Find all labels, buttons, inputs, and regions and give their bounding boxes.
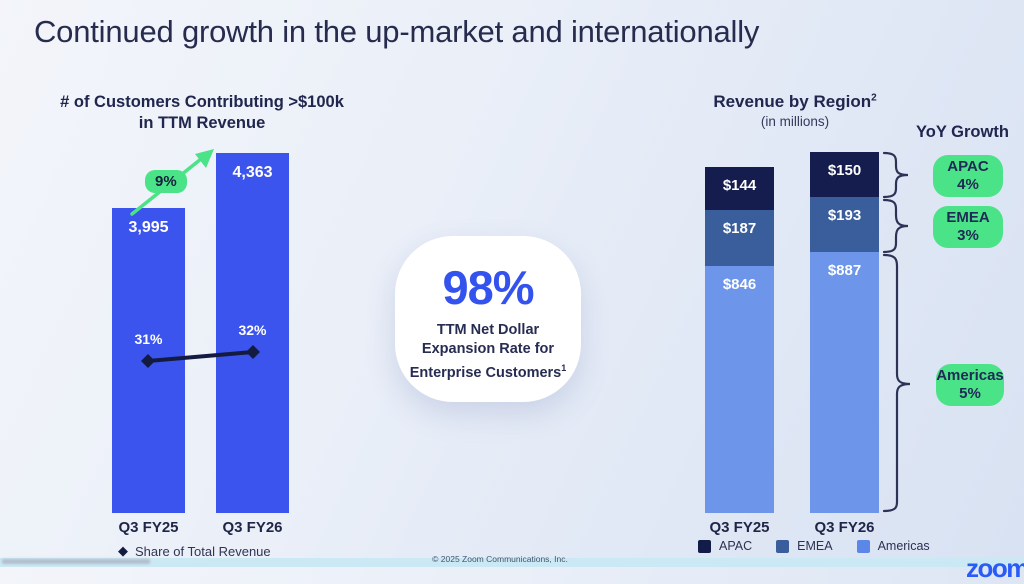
x-label-q3fy25-right: Q3 FY25 (709, 519, 770, 536)
segment-value: $193 (827, 207, 862, 224)
legend-label: APAC (719, 539, 753, 553)
right-chart-legend: APAC EMEA Americas (698, 539, 930, 553)
growth-arrow-head-icon (195, 149, 214, 168)
kpi-value: 98% (442, 261, 534, 314)
bar-value-label: 3,995 (128, 219, 169, 236)
diamond-marker-icon: ◆ (118, 543, 128, 558)
left-chart-legend: ◆ Share of Total Revenue (118, 543, 283, 559)
pill-region: APAC (947, 158, 989, 175)
left-chart-title-line1: # of Customers Contributing >$100k (60, 93, 344, 111)
segment-americas-q3fy26: $887 (810, 252, 879, 513)
left-chart-legend-label: Share of Total Revenue (135, 543, 271, 559)
kpi-line1: TTM Net Dollar (436, 322, 540, 338)
legend-label: Americas (877, 539, 930, 553)
right-chart-title-text: Revenue by Region (713, 92, 872, 111)
right-chart-subtitle: (in millions) (760, 114, 830, 129)
pill-value: 5% (959, 385, 981, 402)
copyright-text: © 2025 Zoom Communications, Inc. (432, 554, 568, 564)
kpi-footnote-sup: 1 (561, 363, 567, 373)
pill-value: 3% (957, 227, 979, 244)
kpi-card: 98% TTM Net Dollar Expansion Rate for En… (395, 236, 581, 402)
yoy-growth-title: YoY Growth (916, 123, 1009, 141)
share-label-q3fy26: 32% (238, 322, 267, 338)
bar-q3fy26-customers: 4,363 (216, 153, 289, 513)
segment-value: $846 (722, 276, 757, 293)
legend-label: EMEA (797, 539, 833, 553)
kpi-description: TTM Net Dollar Expansion Rate for Enterp… (395, 321, 581, 383)
right-chart-footnote-sup: 2 (871, 92, 877, 104)
zoom-logo: zoom (966, 553, 1024, 583)
segment-emea-q3fy25: $187 (705, 210, 774, 266)
left-chart-title: # of Customers Contributing >$100k in TT… (28, 92, 376, 134)
bottom-strip (0, 558, 1024, 567)
x-label-q3fy25: Q3 FY25 (118, 519, 179, 536)
apac-swatch-icon (698, 539, 711, 553)
left-chart-title-line2: in TTM Revenue (138, 114, 266, 132)
kpi-line2: Expansion Rate for (421, 341, 555, 357)
share-label-q3fy25: 31% (134, 331, 163, 347)
segment-apac-q3fy26: $150 (810, 152, 879, 197)
segment-apac-q3fy25: $144 (705, 167, 774, 210)
segment-value: $150 (827, 162, 862, 179)
legend-item-americas: Americas (856, 539, 930, 553)
segment-americas-q3fy25: $846 (705, 266, 774, 513)
bar-value-label: 4,363 (232, 164, 273, 181)
x-label-q3fy26-right: Q3 FY26 (814, 519, 875, 536)
pill-americas-growth: Americas 5% (936, 364, 1004, 406)
pill-emea-growth: EMEA 3% (933, 206, 1003, 248)
brace-emea (882, 198, 909, 254)
slide-title: Continued growth in the up-market and in… (34, 14, 760, 49)
brace-americas (882, 253, 911, 513)
pill-region: EMEA (946, 209, 990, 226)
kpi-line3: Enterprise Customers (409, 364, 562, 381)
legend-item-emea: EMEA (776, 539, 833, 553)
pill-region: Americas (936, 367, 1004, 384)
segment-value: $887 (827, 262, 862, 279)
pill-value: 4% (957, 176, 979, 193)
growth-badge: 9% (145, 170, 187, 193)
bar-q3fy25-customers: 3,995 (112, 208, 185, 513)
segment-value: $187 (722, 220, 757, 237)
right-chart-title: Revenue by Region2 (660, 92, 930, 112)
brace-apac (882, 151, 909, 199)
x-label-q3fy26: Q3 FY26 (222, 519, 283, 536)
pill-apac-growth: APAC 4% (933, 155, 1003, 197)
americas-swatch-icon (856, 539, 870, 553)
emea-swatch-icon (776, 539, 790, 553)
segment-value: $144 (722, 177, 757, 194)
segment-emea-q3fy26: $193 (810, 197, 879, 252)
legend-item-apac: APAC (698, 539, 752, 553)
footnote-partial (2, 559, 150, 564)
